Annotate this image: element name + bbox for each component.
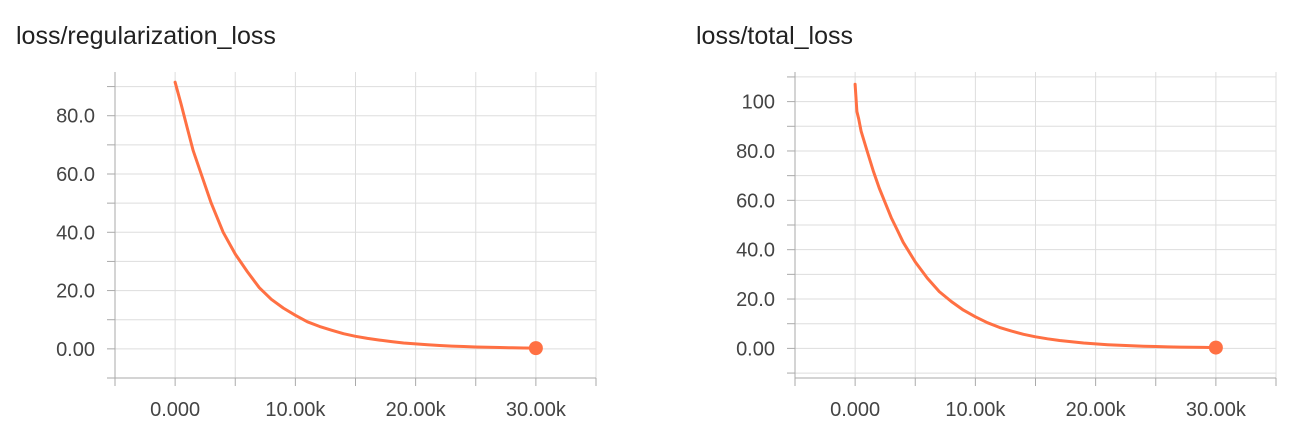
x-tick-label: 10.00k — [945, 399, 1006, 421]
chart-title: loss/total_loss — [696, 22, 854, 50]
x-tick-label: 0.000 — [830, 399, 880, 421]
x-tick-label: 10.00k — [265, 399, 326, 421]
chart-regularization-loss: 0.00 20.0 40.0 60.0 80.0 0.000 10.00k 20.00k 30.… — [56, 72, 597, 421]
grid — [107, 72, 597, 386]
x-tick-label: 30.00k — [1186, 399, 1247, 421]
y-tick-label: 40.0 — [736, 240, 775, 262]
chart-panel-total-loss: loss/total_loss 0.00 20.0 40.0 60.0 80.0 100 0… — [680, 0, 1304, 434]
series-line — [173, 80, 538, 350]
y-tick-label: 20.0 — [56, 281, 95, 303]
y-tick-label: 80.0 — [736, 141, 775, 163]
x-tick-label: 30.00k — [506, 399, 567, 421]
grid — [787, 72, 1277, 386]
series-line — [853, 82, 1218, 350]
last-point-marker — [1208, 340, 1223, 355]
x-tick-label: 20.00k — [386, 399, 447, 421]
y-tick-label: 0.00 — [736, 338, 775, 360]
chart-panel-regularization-loss: loss/regularization_loss 0.00 20.0 40.0 60.… — [0, 0, 640, 434]
y-tick-label: 20.0 — [736, 289, 775, 311]
y-tick-label: 60.0 — [736, 190, 775, 212]
y-tick-label: 80.0 — [56, 106, 95, 128]
chart-title: loss/regularization_loss — [16, 22, 276, 50]
x-tick-label: 20.00k — [1066, 399, 1127, 421]
x-tick-label: 0.000 — [150, 399, 200, 421]
last-point-marker — [528, 341, 543, 356]
chart-total-loss: 0.00 20.0 40.0 60.0 80.0 100 0.000 10.00k 20.00k… — [736, 72, 1277, 421]
y-tick-label: 60.0 — [56, 164, 95, 186]
y-tick-label: 100 — [742, 92, 775, 114]
y-tick-label: 40.0 — [56, 222, 95, 244]
y-tick-label: 0.00 — [56, 339, 95, 361]
